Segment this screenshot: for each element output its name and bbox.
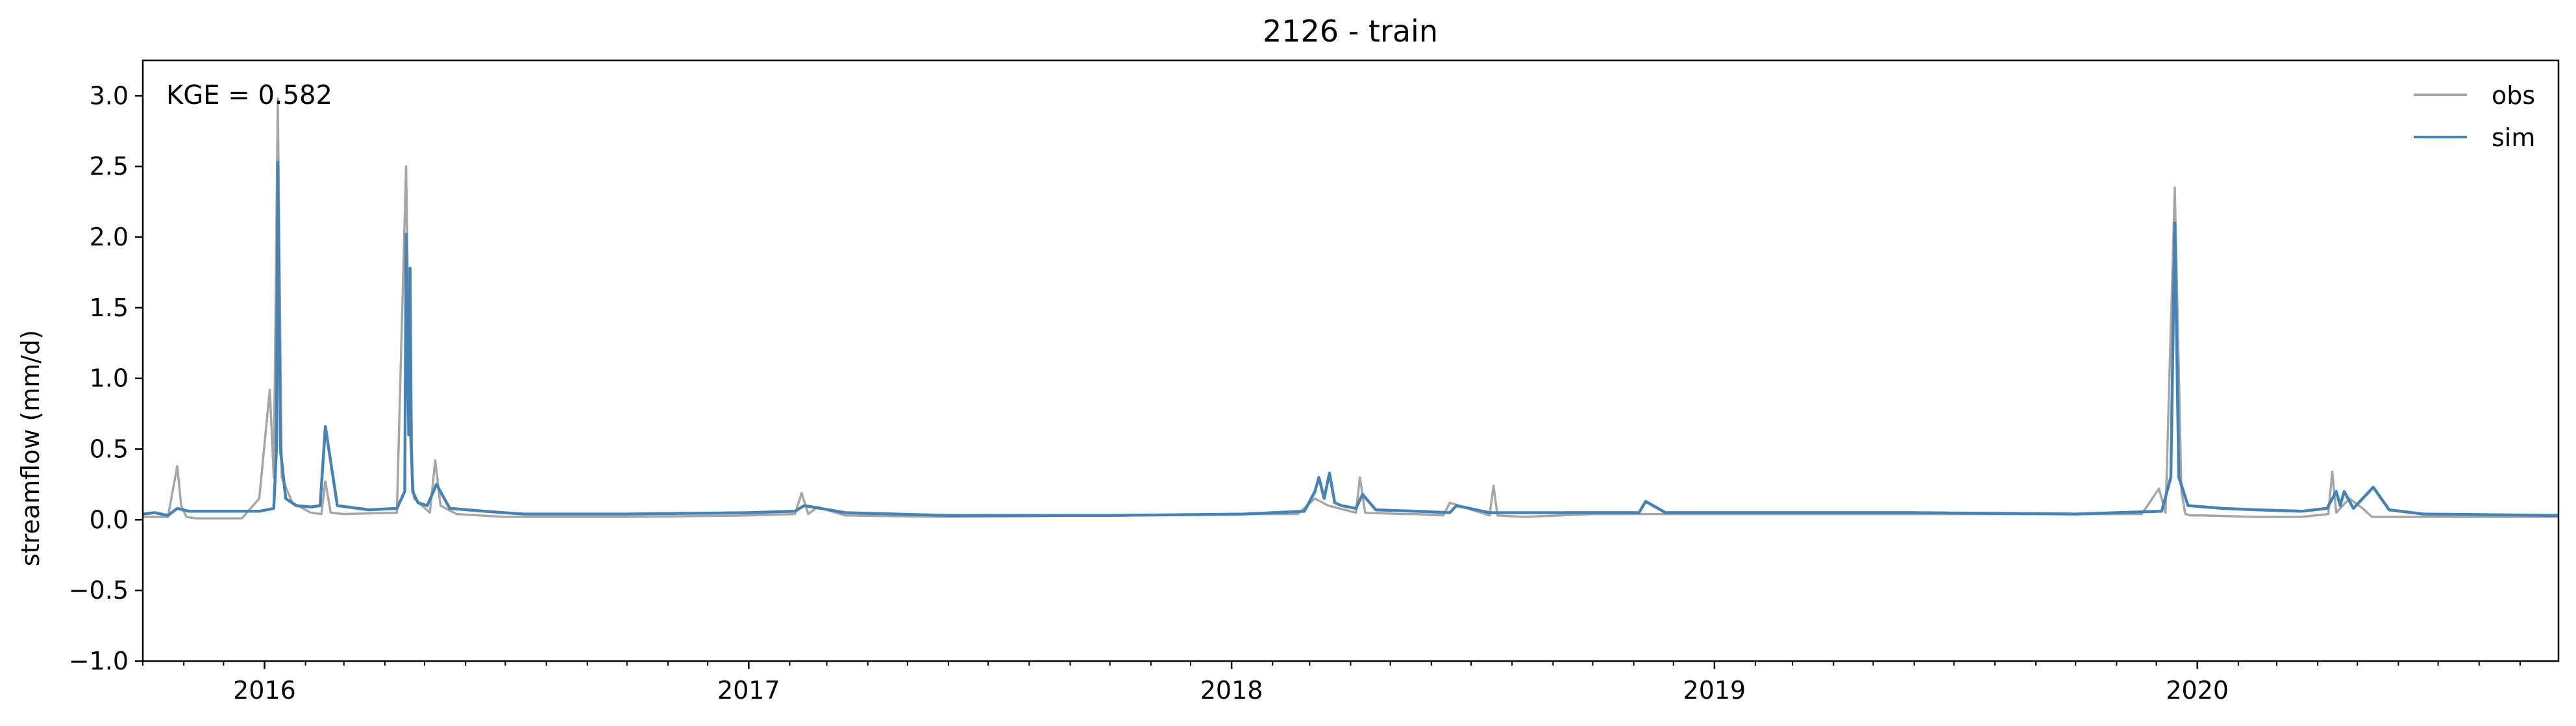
- legend-label-sim: sim: [2492, 123, 2535, 152]
- y-ticks: −1.0 −0.5 0.0 0.5 1.0 1.5 2.0 2.5 3.0: [69, 81, 143, 675]
- x-tick-label: 2019: [1683, 676, 1746, 705]
- chart-title: 2126 - train: [1263, 14, 1438, 49]
- y-tick-label: 3.0: [90, 81, 129, 110]
- y-axis-label: streamflow (mm/d): [16, 330, 45, 566]
- plot-frame: [142, 59, 2560, 662]
- y-tick-label: 1.0: [90, 364, 129, 393]
- series-line-sim: [142, 160, 2559, 518]
- y-tick-label: 0.5: [90, 435, 129, 464]
- x-tick-label: 2018: [1200, 676, 1263, 705]
- x-ticks: 2016 2017 2018 2019 2020: [142, 661, 2521, 705]
- y-tick-label: −1.0: [69, 647, 129, 675]
- legend-label-obs: obs: [2492, 81, 2535, 110]
- y-tick-label: 2.5: [90, 152, 129, 181]
- y-tick-label: 2.0: [90, 223, 129, 251]
- x-tick-label: 2017: [717, 676, 780, 705]
- kge-annotation: KGE = 0.582: [166, 81, 332, 110]
- series-layer: [142, 97, 2559, 519]
- y-tick-label: 0.0: [90, 505, 129, 534]
- x-tick-label: 2020: [2166, 676, 2229, 705]
- x-tick-label: 2016: [233, 676, 296, 705]
- series-line-obs: [143, 97, 2558, 519]
- y-tick-label: −0.5: [69, 576, 129, 605]
- legend: obs sim: [2414, 81, 2535, 152]
- y-tick-label: 1.5: [90, 294, 129, 322]
